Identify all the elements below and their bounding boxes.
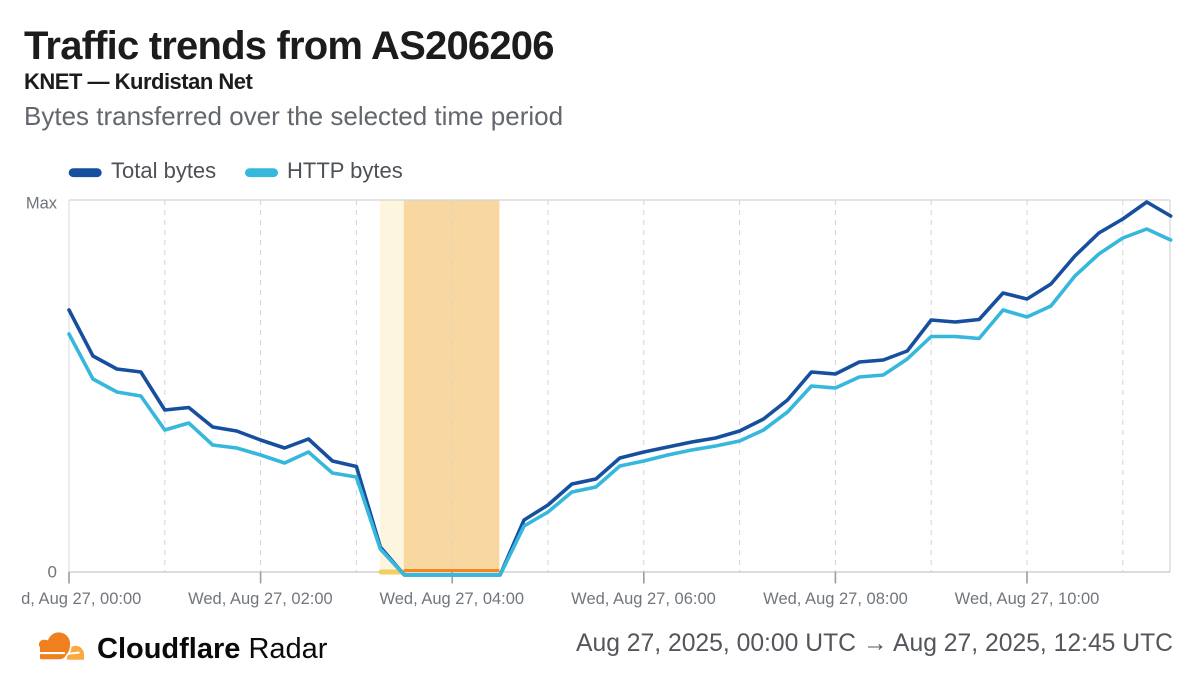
svg-text:Max: Max xyxy=(26,195,58,213)
svg-text:Wed, Aug 27, 04:00: Wed, Aug 27, 04:00 xyxy=(379,590,524,608)
svg-text:Wed, Aug 27, 06:00: Wed, Aug 27, 06:00 xyxy=(571,590,716,608)
svg-text:Wed, Aug 27, 02:00: Wed, Aug 27, 02:00 xyxy=(188,590,333,608)
svg-text:HTTP bytes: HTTP bytes xyxy=(287,158,403,183)
svg-text:Wed, Aug 27, 08:00: Wed, Aug 27, 08:00 xyxy=(763,590,908,608)
svg-text:Total bytes: Total bytes xyxy=(111,158,216,183)
svg-text:Wed, Aug 27, 10:00: Wed, Aug 27, 10:00 xyxy=(955,590,1100,608)
svg-text:Wed, Aug 27, 00:00: Wed, Aug 27, 00:00 xyxy=(0,590,141,608)
svg-text:0: 0 xyxy=(48,563,57,582)
